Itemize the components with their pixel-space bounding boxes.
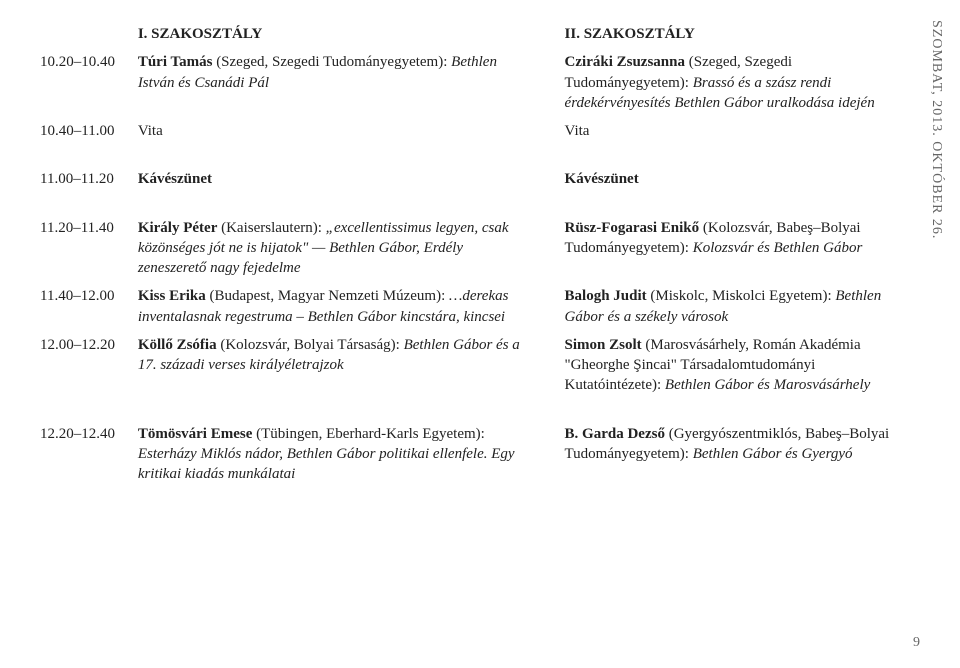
spacer-row: [40, 194, 920, 214]
spacer-row: [40, 145, 920, 165]
presenter-affil: (Budapest, Magyar Nemzeti Múzeum):: [206, 288, 449, 304]
schedule-row: 11.00–11.20KávészünetKávészünet: [40, 165, 920, 193]
presenter-affil: (Szeged, Szegedi Tudományegyetem):: [212, 54, 451, 70]
side-date-label: SZOMBAT, 2013. OKTÓBER 26.: [926, 20, 945, 239]
presenter-affil: (Kolozsvár, Bolyai Társaság):: [217, 337, 404, 353]
schedule-row: 11.20–11.40Király Péter (Kaiserslautern)…: [40, 214, 920, 283]
presenter-name: Túri Tamás: [138, 54, 213, 70]
presenter-name: Balogh Judit: [565, 288, 647, 304]
presenter-affil: (Kaiserslautern):: [217, 220, 325, 236]
schedule-row: 12.20–12.40Tömösvári Emese (Tübingen, Eb…: [40, 420, 920, 489]
presenter-name: Simon Zsolt: [565, 337, 642, 353]
spacer-row: [40, 400, 920, 420]
time-cell: 11.00–11.20: [40, 165, 138, 193]
time-cell: 10.20–10.40: [40, 48, 138, 117]
section-header-right: II. SZAKOSZTÁLY: [565, 20, 920, 48]
schedule-table: I. SZAKOSZTÁLY II. SZAKOSZTÁLY 10.20–10.…: [40, 20, 920, 488]
presenter-name: Rüsz-Fogarasi Enikő: [565, 220, 700, 236]
time-cell: 11.20–11.40: [40, 214, 138, 283]
left-cell: Kiss Erika (Budapest, Magyar Nemzeti Múz…: [138, 282, 565, 331]
schedule-row: 12.00–12.20Köllő Zsófia (Kolozsvár, Boly…: [40, 331, 920, 400]
talk-title: Bethlen Gábor és Marosvásárhely: [665, 377, 870, 393]
left-cell: Tömösvári Emese (Tübingen, Eberhard-Karl…: [138, 420, 565, 489]
presenter-name: Tömösvári Emese: [138, 426, 253, 442]
left-cell: Túri Tamás (Szeged, Szegedi Tudományegye…: [138, 48, 565, 117]
right-cell: Simon Zsolt (Marosvásárhely, Román Akadé…: [565, 331, 920, 400]
page-number: 9: [913, 634, 920, 653]
time-cell: 12.20–12.40: [40, 420, 138, 489]
talk-title: Esterházy Miklós nádor, Bethlen Gábor po…: [138, 446, 515, 482]
section-header-left: I. SZAKOSZTÁLY: [138, 20, 565, 48]
header-time-spacer: [40, 20, 138, 48]
left-cell: Vita: [138, 117, 565, 145]
presenter-name: Kávészünet: [138, 171, 212, 187]
presenter-name: B. Garda Dezső: [565, 426, 665, 442]
right-cell: Cziráki Zsuzsanna (Szeged, Szegedi Tudom…: [565, 48, 920, 117]
presenter-affil: (Tübingen, Eberhard-Karls Egyetem):: [252, 426, 484, 442]
schedule-row: 11.40–12.00Kiss Erika (Budapest, Magyar …: [40, 282, 920, 331]
presenter-name: Kiss Erika: [138, 288, 206, 304]
right-cell: Balogh Judit (Miskolc, Miskolci Egyetem)…: [565, 282, 920, 331]
presenter-affil: (Miskolc, Miskolci Egyetem):: [647, 288, 836, 304]
talk-title: Bethlen Gábor és Gyergyó: [693, 446, 853, 462]
talk-title: Kolozsvár és Bethlen Gábor: [693, 240, 863, 256]
left-cell: Király Péter (Kaiserslautern): „excellen…: [138, 214, 565, 283]
schedule-row: 10.20–10.40Túri Tamás (Szeged, Szegedi T…: [40, 48, 920, 117]
right-cell: Rüsz-Fogarasi Enikő (Kolozsvár, Babeş–Bo…: [565, 214, 920, 283]
right-cell: Kávészünet: [565, 165, 920, 193]
presenter-name: Kávészünet: [565, 171, 639, 187]
schedule-row: 10.40–11.00VitaVita: [40, 117, 920, 145]
left-cell: Kávészünet: [138, 165, 565, 193]
presenter-name: Cziráki Zsuzsanna: [565, 54, 685, 70]
time-cell: 10.40–11.00: [40, 117, 138, 145]
time-cell: 11.40–12.00: [40, 282, 138, 331]
right-cell: Vita: [565, 117, 920, 145]
right-cell: B. Garda Dezső (Gyergyószentmiklós, Babe…: [565, 420, 920, 489]
left-cell: Köllő Zsófia (Kolozsvár, Bolyai Társaság…: [138, 331, 565, 400]
presenter-name: Király Péter: [138, 220, 218, 236]
header-row: I. SZAKOSZTÁLY II. SZAKOSZTÁLY: [40, 20, 920, 48]
presenter-name: Köllő Zsófia: [138, 337, 217, 353]
time-cell: 12.00–12.20: [40, 331, 138, 400]
